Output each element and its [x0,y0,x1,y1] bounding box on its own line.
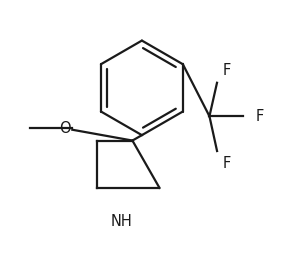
Text: F: F [223,156,231,171]
Text: NH: NH [111,214,133,229]
Text: F: F [255,109,264,124]
Text: O: O [59,121,71,136]
Text: F: F [223,63,231,78]
